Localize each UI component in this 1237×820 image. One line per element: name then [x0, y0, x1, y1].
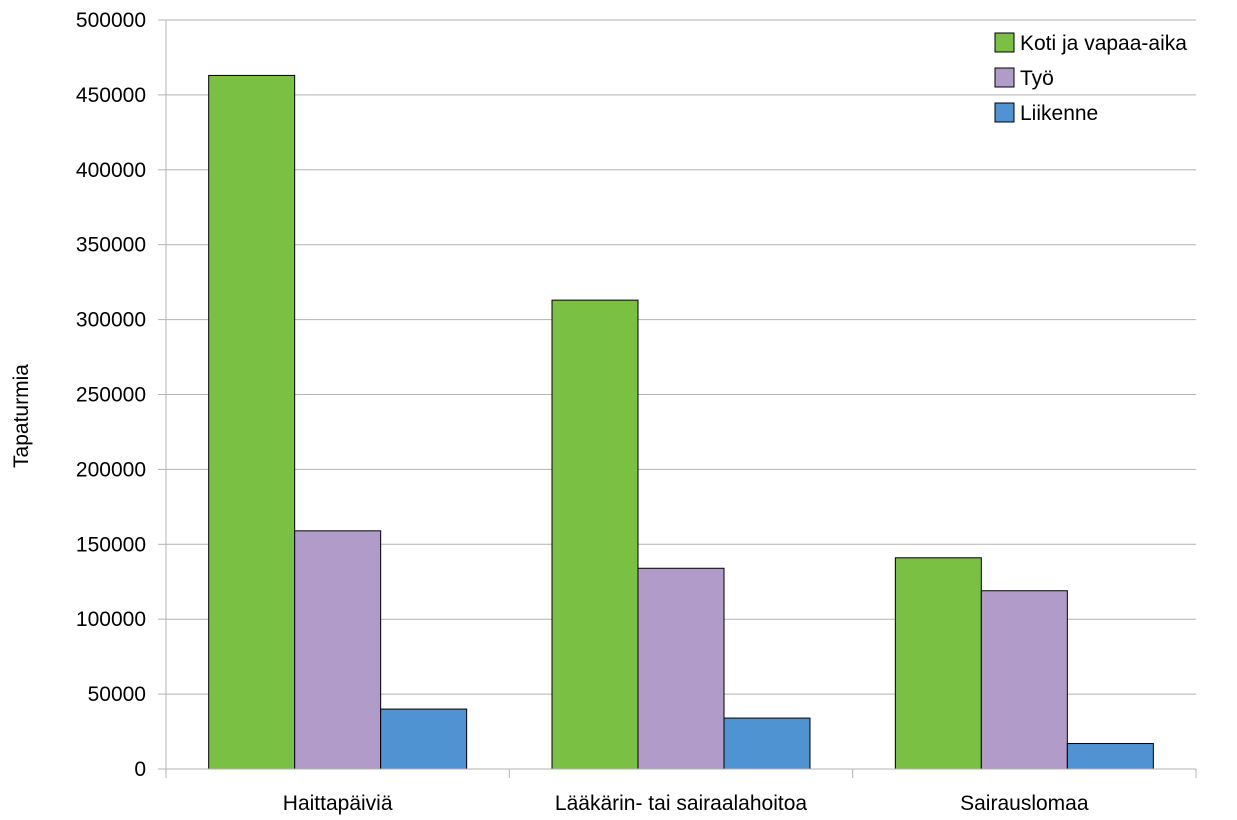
legend-label: Liikenne — [1020, 102, 1098, 125]
bar-2-1 — [294, 530, 382, 770]
legend-swatch — [994, 102, 1015, 123]
x-tick-label: Lääkärin- tai sairaalahoitoa — [555, 792, 807, 815]
legend-label: Työ — [1020, 67, 1054, 90]
y-tick-label: 250000 — [76, 384, 146, 407]
y-tick-labels: 0 50000 100000 150000 200000 250000 300000 3500… — [76, 9, 146, 781]
legend: Koti ja vapaa-aika Työ Liikenne — [994, 32, 1187, 125]
x-tick-labels: Haittapäiviä Lääkärin- tai sairaalahoitoa… — [283, 792, 1089, 815]
bar-1-2 — [551, 299, 639, 770]
bars — [208, 74, 1154, 770]
bar-3-3 — [1066, 743, 1154, 770]
bar-1-1 — [208, 74, 296, 770]
y-tick-label: 200000 — [76, 458, 146, 481]
bar-1-3 — [894, 557, 982, 770]
x-tick-label: Haittapäiviä — [283, 792, 393, 815]
bar-3-1 — [380, 708, 468, 770]
y-tick-label: 500000 — [76, 9, 146, 32]
x-tick-label: Sairauslomaa — [960, 792, 1089, 815]
legend-swatch — [994, 32, 1015, 53]
y-tick-label: 150000 — [76, 533, 146, 556]
axes — [158, 19, 1197, 778]
bar-2-2 — [637, 567, 725, 770]
legend-swatch — [994, 67, 1015, 88]
y-tick-label: 350000 — [76, 234, 146, 257]
y-axis-title: Tapaturmia — [10, 364, 33, 468]
bar-2-3 — [980, 590, 1068, 770]
y-tick-label: 50000 — [88, 683, 146, 706]
y-tick-label: 300000 — [76, 309, 146, 332]
y-tick-label: 450000 — [76, 84, 146, 107]
bar-3-2 — [723, 717, 811, 770]
y-tick-label: 0 — [134, 758, 146, 781]
legend-label: Koti ja vapaa-aika — [1020, 32, 1187, 55]
y-tick-label: 400000 — [76, 159, 146, 182]
y-tick-label: 100000 — [76, 608, 146, 631]
